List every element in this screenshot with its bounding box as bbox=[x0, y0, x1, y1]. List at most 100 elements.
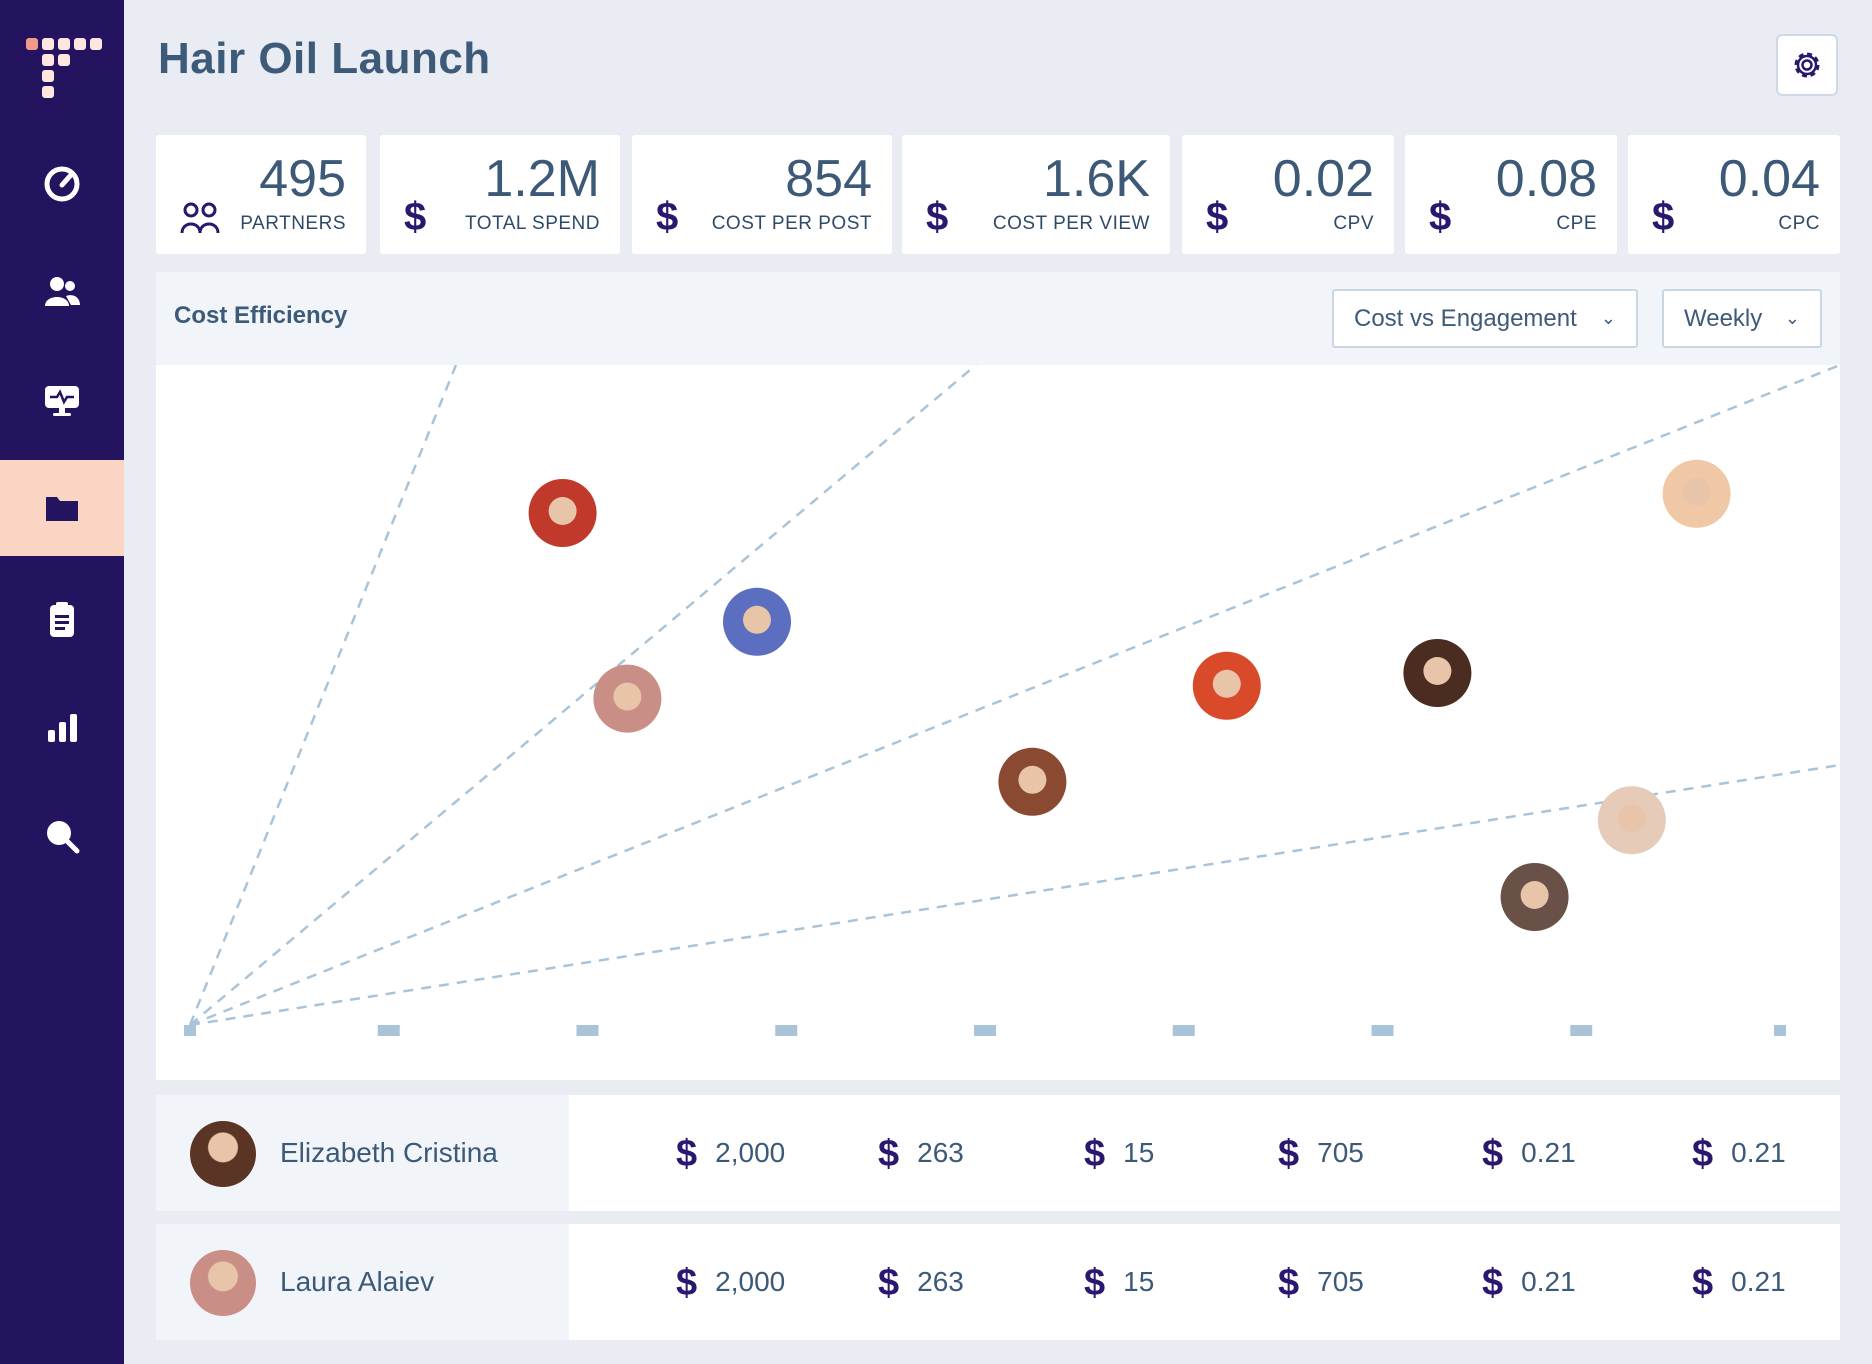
kpi-label: COST PER VIEW bbox=[992, 213, 1150, 234]
kpi-value: 0.08 bbox=[1495, 150, 1597, 208]
partner-cell: Elizabeth Cristina bbox=[156, 1095, 569, 1211]
kpi-value: 0.04 bbox=[1718, 150, 1820, 208]
kpi-label: CPV bbox=[1333, 213, 1374, 234]
table-row[interactable]: Elizabeth Cristina $2,000 $263 $15 $705 … bbox=[156, 1095, 1840, 1211]
sidebar-item-analytics[interactable] bbox=[0, 680, 124, 776]
clipboard-icon bbox=[50, 602, 74, 637]
avatar[interactable] bbox=[190, 1250, 256, 1316]
partner-point[interactable] bbox=[528, 479, 597, 547]
metric-value: 15 bbox=[1123, 1137, 1155, 1168]
metric-cell: $263 bbox=[878, 1133, 964, 1176]
partners-icon bbox=[180, 202, 220, 234]
metric-cell: $263 bbox=[878, 1262, 964, 1305]
avatar-face bbox=[1520, 881, 1549, 909]
cost-efficiency-panel: Cost Efficiency Cost vs Engagement ⌄ Wee… bbox=[156, 272, 1840, 1080]
metric-cell: $0.21 bbox=[1482, 1262, 1576, 1305]
partner-point[interactable] bbox=[1597, 786, 1666, 855]
sidebar-item-reports[interactable] bbox=[0, 572, 124, 668]
logo-icon[interactable] bbox=[26, 36, 102, 100]
metric-cell: $15 bbox=[1084, 1262, 1154, 1305]
kpi-value: 854 bbox=[785, 150, 872, 208]
sidebar-item-users[interactable] bbox=[0, 244, 124, 340]
dollar-icon: $ bbox=[1482, 1133, 1504, 1175]
bar-chart-icon bbox=[48, 714, 77, 742]
dollar-icon: $ bbox=[878, 1262, 900, 1304]
table-row[interactable]: Laura Alaiev $2,000 $263 $15 $705 $0.21 … bbox=[156, 1224, 1840, 1340]
partner-point[interactable] bbox=[998, 747, 1067, 816]
period-dropdown[interactable]: Weekly ⌄ bbox=[1662, 289, 1822, 348]
partner-point[interactable] bbox=[593, 664, 662, 733]
metric-value: 705 bbox=[1317, 1266, 1364, 1297]
metric-cell: $705 bbox=[1278, 1133, 1364, 1176]
sidebar bbox=[0, 0, 124, 1364]
dollar-icon: $ bbox=[1482, 1262, 1504, 1304]
cost-efficiency-chart bbox=[184, 365, 1840, 1036]
metric-value: 705 bbox=[1317, 1137, 1364, 1168]
partner-name[interactable]: Laura Alaiev bbox=[280, 1266, 435, 1297]
metric-cell: $0.21 bbox=[1692, 1262, 1786, 1305]
sidebar-item-search[interactable] bbox=[0, 788, 124, 884]
chevron-down-icon: ⌄ bbox=[1600, 308, 1616, 328]
gear-icon bbox=[1794, 52, 1820, 78]
trend-line bbox=[189, 763, 1840, 1027]
dollar-icon: $ bbox=[1429, 195, 1452, 239]
settings-button[interactable] bbox=[1776, 34, 1838, 96]
x-tick bbox=[184, 1025, 196, 1036]
dollar-icon: $ bbox=[1084, 1133, 1106, 1175]
metric-value: 263 bbox=[917, 1266, 964, 1297]
dollar-icon: $ bbox=[656, 195, 679, 239]
panel-title: Cost Efficiency bbox=[174, 302, 348, 329]
x-tick bbox=[576, 1025, 599, 1036]
partner-point[interactable] bbox=[723, 587, 791, 656]
partner-cell: Laura Alaiev bbox=[156, 1224, 569, 1340]
kpi-label: PARTNERS bbox=[240, 213, 346, 234]
sidebar-item-dashboard[interactable] bbox=[0, 136, 124, 232]
partner-name[interactable]: Elizabeth Cristina bbox=[280, 1137, 498, 1168]
kpi-cpe: $ 0.08 CPE bbox=[1405, 135, 1617, 254]
avatar-face bbox=[743, 605, 771, 634]
partner-point[interactable] bbox=[1500, 863, 1569, 931]
metric-value: 0.21 bbox=[1731, 1266, 1786, 1297]
metric-cell: $0.21 bbox=[1692, 1133, 1786, 1176]
sidebar-item-campaigns[interactable] bbox=[0, 460, 124, 556]
x-tick bbox=[974, 1025, 996, 1036]
dollar-icon: $ bbox=[1278, 1262, 1300, 1304]
kpi-label: CPE bbox=[1556, 213, 1597, 234]
monitor-pulse-icon bbox=[45, 386, 79, 416]
kpi-cost-per-view: $ 1.6K COST PER VIEW bbox=[902, 135, 1170, 254]
partner-point[interactable] bbox=[1662, 459, 1731, 528]
period-dropdown-value: Weekly bbox=[1684, 304, 1763, 332]
kpi-cpc: $ 0.04 CPC bbox=[1628, 135, 1840, 254]
x-tick bbox=[775, 1025, 798, 1036]
dollar-icon: $ bbox=[1206, 195, 1229, 239]
metric-value: 0.21 bbox=[1521, 1266, 1576, 1297]
avatar[interactable] bbox=[190, 1121, 256, 1187]
metric-value: 2,000 bbox=[715, 1137, 786, 1168]
metric-dropdown[interactable]: Cost vs Engagement ⌄ bbox=[1332, 289, 1638, 348]
folder-icon bbox=[46, 497, 78, 521]
x-tick bbox=[1774, 1025, 1786, 1036]
metric-value: 0.21 bbox=[1731, 1137, 1786, 1168]
dollar-icon: $ bbox=[404, 195, 427, 239]
metric-dropdown-value: Cost vs Engagement bbox=[1354, 304, 1577, 332]
dollar-icon: $ bbox=[1084, 1262, 1106, 1304]
panel-header: Cost Efficiency Cost vs Engagement ⌄ Wee… bbox=[156, 272, 1840, 365]
sidebar-item-monitor[interactable] bbox=[0, 352, 124, 448]
avatar-face bbox=[613, 682, 642, 711]
avatar-face bbox=[1617, 804, 1646, 833]
dollar-icon: $ bbox=[878, 1133, 900, 1175]
dollar-icon: $ bbox=[676, 1262, 698, 1304]
dollar-icon: $ bbox=[1692, 1133, 1714, 1175]
metric-value: 263 bbox=[917, 1137, 964, 1168]
kpi-value: 495 bbox=[259, 150, 346, 208]
kpi-total-spend: $ 1.2M TOTAL SPEND bbox=[380, 135, 620, 254]
dollar-icon: $ bbox=[676, 1133, 698, 1175]
avatar-face bbox=[1212, 669, 1241, 698]
kpi-cpv: $ 0.02 CPV bbox=[1182, 135, 1394, 254]
metric-cell: $0.21 bbox=[1482, 1133, 1576, 1176]
metric-cell: $2,000 bbox=[676, 1133, 785, 1176]
trend-line bbox=[189, 365, 977, 1026]
dollar-icon: $ bbox=[1692, 1262, 1714, 1304]
partner-point[interactable] bbox=[1192, 651, 1261, 720]
partner-point[interactable] bbox=[1403, 639, 1472, 707]
